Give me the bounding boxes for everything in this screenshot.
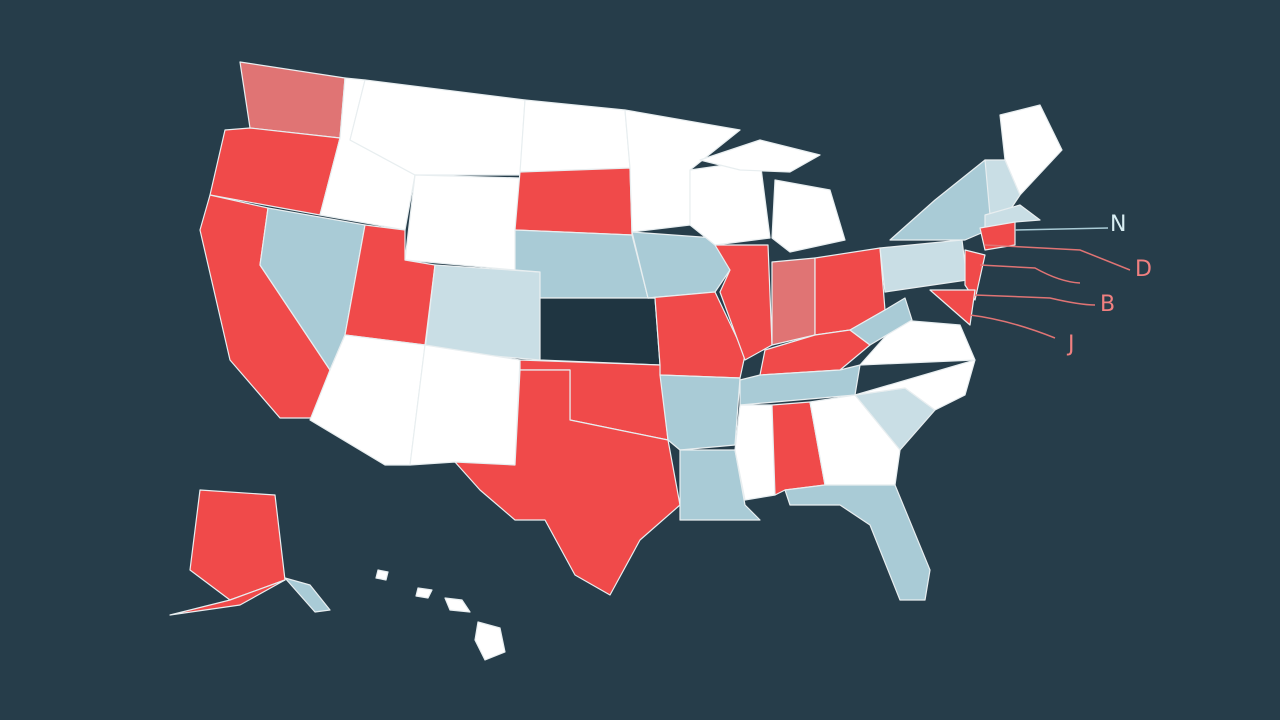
state [514, 167, 633, 236]
state [659, 374, 741, 451]
state [809, 394, 901, 486]
state [424, 264, 541, 361]
state [519, 99, 631, 173]
state [771, 257, 816, 346]
state [404, 174, 521, 271]
state [679, 449, 761, 521]
state [689, 159, 771, 246]
state [979, 221, 1016, 251]
state [409, 344, 521, 466]
state [964, 249, 986, 301]
callout-label: D [1135, 257, 1152, 282]
states [169, 61, 1063, 661]
callout-label: J [1066, 332, 1075, 357]
callout-line [984, 244, 1131, 271]
state [415, 587, 433, 599]
callout-line [974, 294, 1096, 306]
state [444, 597, 471, 613]
state [349, 79, 526, 176]
state [284, 577, 331, 613]
callout-line [1014, 227, 1109, 231]
state [854, 359, 976, 411]
state [999, 104, 1063, 196]
state [631, 231, 731, 299]
state [209, 127, 341, 216]
state [375, 569, 389, 581]
state [929, 289, 976, 326]
state [169, 579, 286, 616]
state [474, 621, 506, 661]
callout-label: N [1110, 212, 1126, 237]
state [699, 139, 821, 173]
state [784, 484, 931, 601]
callouts: N D B J [969, 212, 1152, 357]
callout-line [969, 314, 1056, 339]
state [849, 297, 913, 346]
callout-line [979, 264, 1081, 284]
callout-label: B [1100, 292, 1115, 317]
state [984, 204, 1041, 229]
state [734, 404, 776, 501]
state [714, 244, 773, 361]
state [454, 369, 681, 596]
state [771, 179, 846, 253]
state [984, 159, 1021, 216]
state [539, 297, 661, 366]
